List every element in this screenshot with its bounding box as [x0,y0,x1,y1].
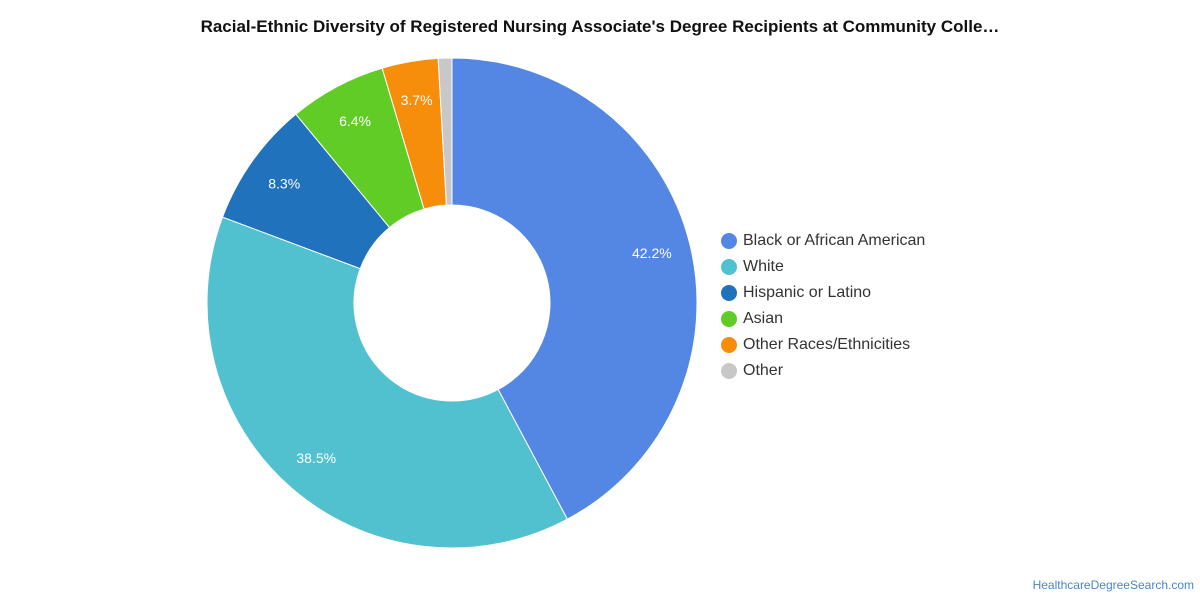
slices-group [206,57,698,549]
source-credit-link[interactable]: HealthcareDegreeSearch.com [1032,578,1194,592]
legend-item-asian[interactable]: Asian [721,306,925,332]
legend-label: Hispanic or Latino [743,284,872,301]
legend-label: Black or African American [743,232,926,249]
legend-item-white[interactable]: White [721,254,925,280]
slice-label-other-races-ethnicities: 3.7% [401,92,433,108]
slice-labels-group: 42.2% 38.5% 8.3% 6.4% 3.7% [268,92,671,466]
legend-label: Other [743,362,784,379]
chart-title: Racial-Ethnic Diversity of Registered Nu… [200,17,1000,36]
legend-label: Other Races/Ethnicities [743,336,911,353]
slice-white[interactable] [206,216,568,549]
legend-swatch [721,337,737,353]
legend-item-other-races-ethnicities[interactable]: Other Races/Ethnicities [721,332,925,358]
slice-black-or-african-american[interactable] [451,57,698,520]
slice-label-white: 38.5% [296,450,336,466]
legend-swatch [721,363,737,379]
slice-label-hispanic-or-latino: 8.3% [268,175,300,191]
legend-label: Asian [743,310,784,327]
slice-other[interactable] [437,57,453,206]
legend-item-other[interactable]: Other [721,358,925,384]
slice-label-asian: 6.4% [339,113,371,129]
legend-label: White [743,258,784,275]
legend-swatch [721,259,737,275]
slice-label-black-or-african-american: 42.2% [632,245,672,261]
legend-item-black-or-african-american[interactable]: Black or African American [721,228,925,254]
legend-swatch [721,233,737,249]
legend-swatch [721,311,737,327]
legend-item-hispanic-or-latino[interactable]: Hispanic or Latino [721,280,925,306]
legend: Black or African American White Hispanic o… [721,228,925,384]
legend-swatch [721,285,737,301]
